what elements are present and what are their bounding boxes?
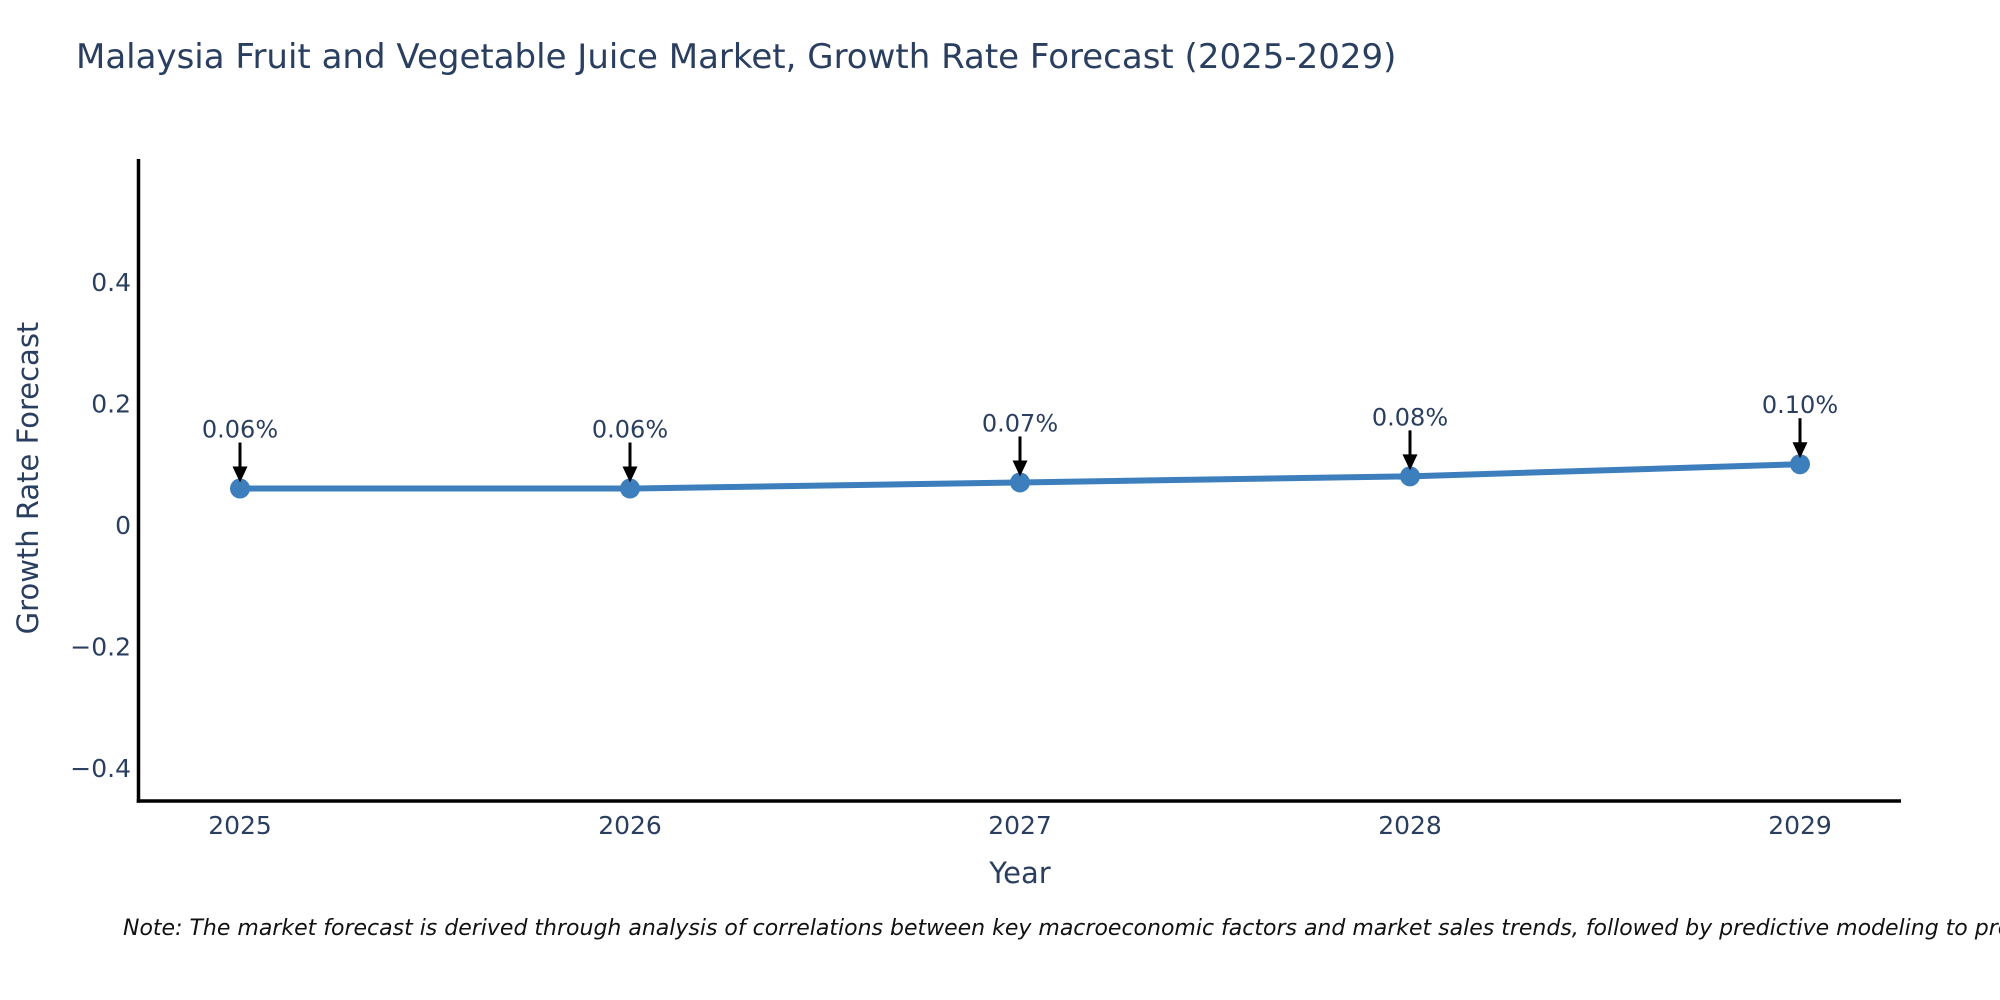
data-point-label: 0.10% bbox=[1762, 391, 1838, 419]
data-point-marker bbox=[230, 478, 250, 499]
annotation-arrowhead bbox=[232, 466, 248, 483]
annotation-arrowhead bbox=[1402, 454, 1418, 471]
x-tick-label: 2026 bbox=[598, 811, 662, 840]
x-tick-label: 2025 bbox=[208, 811, 272, 840]
x-tick-label: 2028 bbox=[1378, 811, 1442, 840]
x-axis-title: Year bbox=[989, 856, 1051, 890]
data-point-label: 0.06% bbox=[202, 416, 278, 444]
y-tick-label: −0.4 bbox=[70, 754, 131, 783]
data-point-marker bbox=[1010, 472, 1030, 493]
x-tick-label: 2029 bbox=[1768, 811, 1832, 840]
y-tick-label: 0.4 bbox=[91, 268, 131, 297]
data-point-label: 0.07% bbox=[982, 409, 1058, 437]
data-point-marker bbox=[620, 478, 640, 499]
data-point-label: 0.06% bbox=[592, 416, 668, 444]
annotation-arrowhead bbox=[622, 466, 638, 483]
y-tick-label: −0.2 bbox=[70, 633, 131, 662]
x-tick-label: 2027 bbox=[988, 811, 1052, 840]
annotation-arrowhead bbox=[1012, 460, 1028, 477]
y-tick-label: 0 bbox=[115, 511, 131, 540]
y-tick-label: 0.2 bbox=[91, 389, 131, 418]
chart-title: Malaysia Fruit and Vegetable Juice Marke… bbox=[76, 37, 1397, 77]
footnote: Note: The market forecast is derived thr… bbox=[123, 916, 2000, 941]
data-point-label: 0.08% bbox=[1372, 403, 1448, 431]
annotation-arrowhead bbox=[1792, 442, 1808, 459]
data-point-marker bbox=[1400, 466, 1420, 487]
data-point-marker bbox=[1790, 454, 1810, 475]
